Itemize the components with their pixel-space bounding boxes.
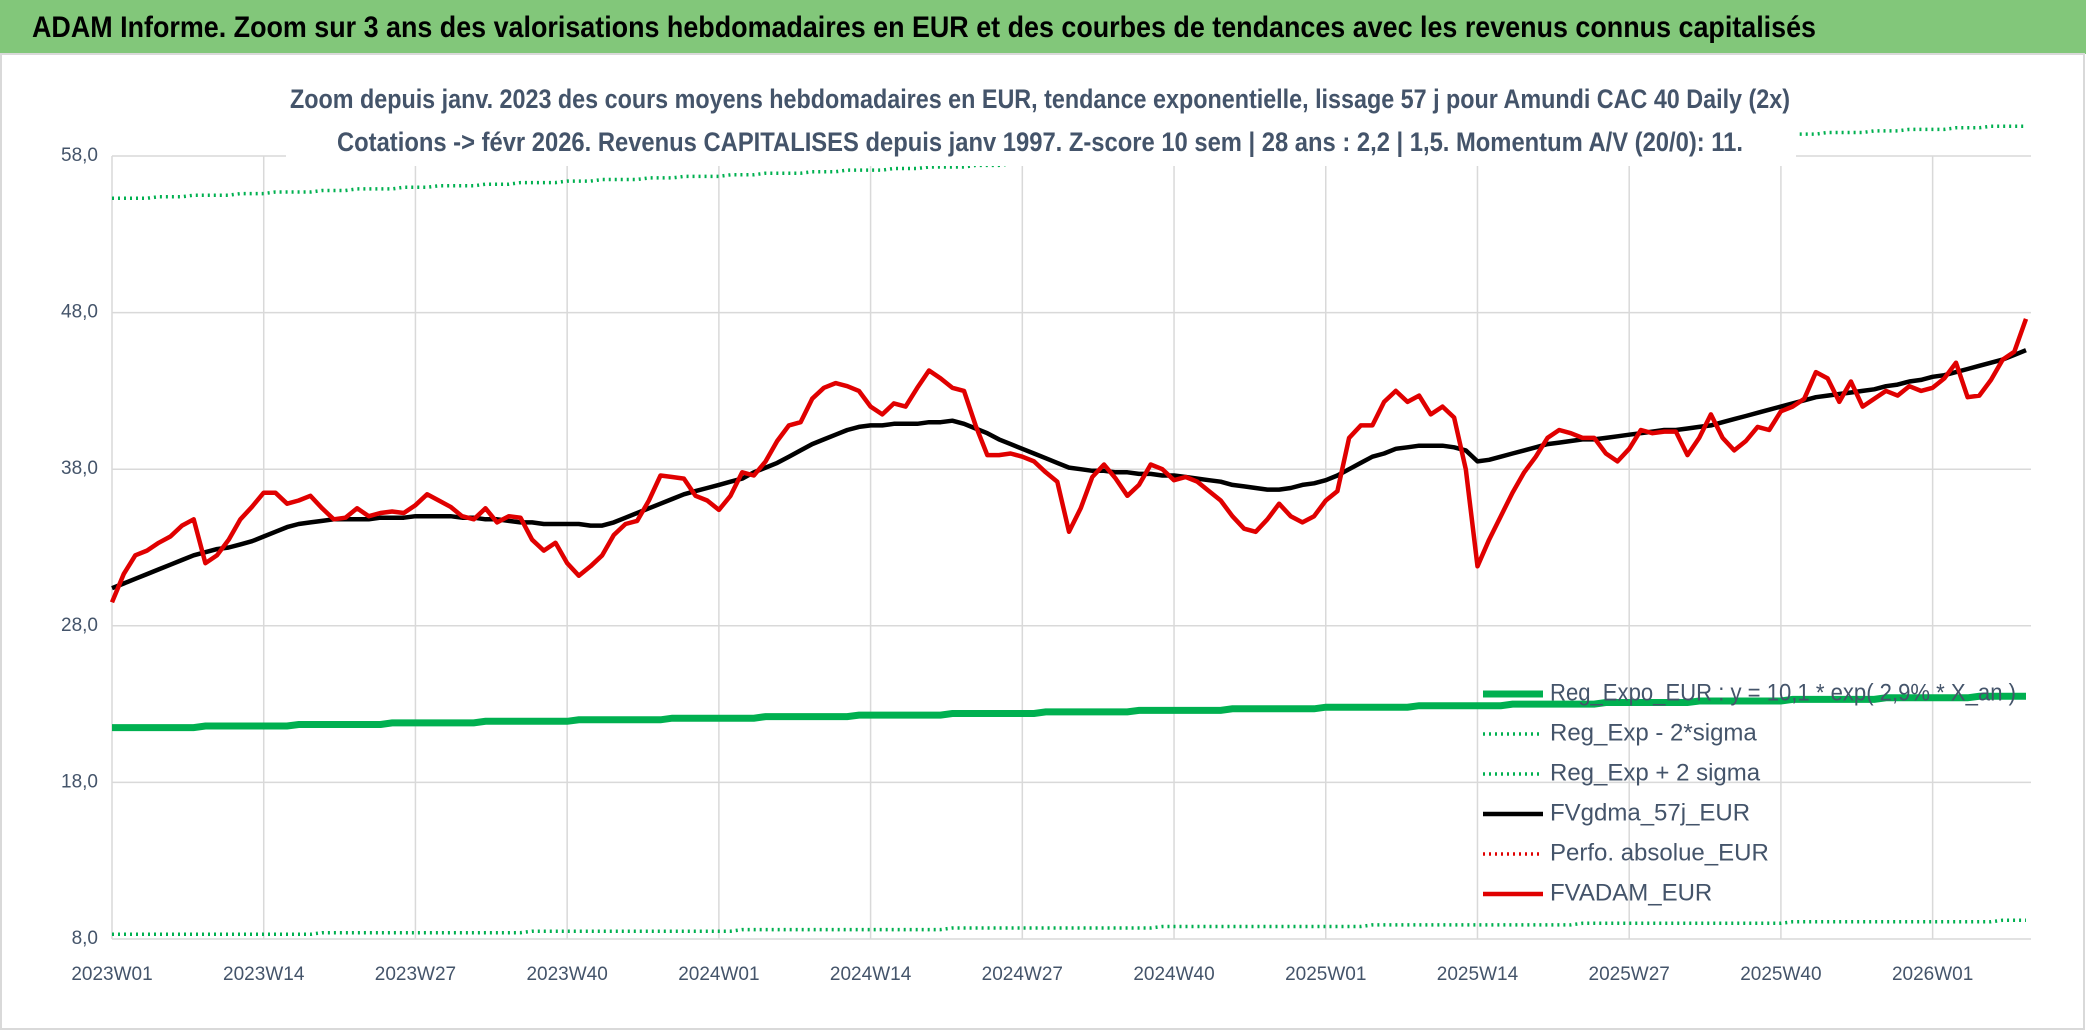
legend-label: FVADAM_EUR <box>1550 879 1712 906</box>
x-tick-label: 2023W27 <box>375 964 456 985</box>
subtitle-line: Cotations -> févr 2026. Revenus CAPITALI… <box>337 127 1743 157</box>
y-tick-label: 58,0 <box>61 145 98 166</box>
x-tick-label: 2025W40 <box>1740 964 1821 985</box>
y-tick-label: 18,0 <box>61 771 98 792</box>
y-tick-label: 28,0 <box>61 615 98 636</box>
legend-label: Reg_Exp - 2*sigma <box>1550 719 1757 746</box>
chart-frame <box>0 53 2085 1030</box>
x-tick-label: 2025W01 <box>1285 964 1366 985</box>
x-tick-label: 2024W40 <box>1133 964 1214 985</box>
x-tick-label: 2025W27 <box>1589 964 1670 985</box>
x-tick-label: 2023W14 <box>223 964 305 985</box>
x-tick-label: 2024W01 <box>678 964 759 985</box>
series-line <box>109 318 2029 604</box>
legend-label: Reg_Expo_EUR : y = 10,1 * exp( 2,9% * X_… <box>1550 679 2016 706</box>
x-tick-label: 2024W27 <box>982 964 1063 985</box>
y-tick-label: 38,0 <box>61 458 98 479</box>
x-tick-label: 2025W14 <box>1437 964 1519 985</box>
plot-area: 8,0 18,0 28,0 38,0 48,0 58,0 2023W01 2023W14 202… <box>61 124 2031 985</box>
x-tick-label: 2026W01 <box>1892 964 1973 985</box>
subtitle-box <box>286 82 1796 166</box>
x-tick-label: 2023W01 <box>71 964 152 985</box>
legend-label: Reg_Exp + 2 sigma <box>1550 759 1761 786</box>
legend: Reg_Expo_EUR : y = 10,1 * exp( 2,9% * X_… <box>1483 679 2016 906</box>
series-line <box>112 692 2026 732</box>
y-tick-label: 8,0 <box>72 928 98 949</box>
x-tick-label: 2023W40 <box>526 964 607 985</box>
legend-label: FVgdma_57j_EUR <box>1550 799 1750 826</box>
series-line <box>112 918 2026 937</box>
x-tick-label: 2024W14 <box>830 964 912 985</box>
subtitle-line: Zoom depuis janv. 2023 des cours moyens … <box>290 84 1790 114</box>
y-tick-label: 48,0 <box>61 302 98 323</box>
chart-title: ADAM Informe. Zoom sur 3 ans des valoris… <box>32 11 1816 44</box>
legend-label: Perfo. absolue_EUR <box>1550 839 1769 866</box>
header-bar <box>0 0 2086 54</box>
series-line <box>112 124 2026 201</box>
